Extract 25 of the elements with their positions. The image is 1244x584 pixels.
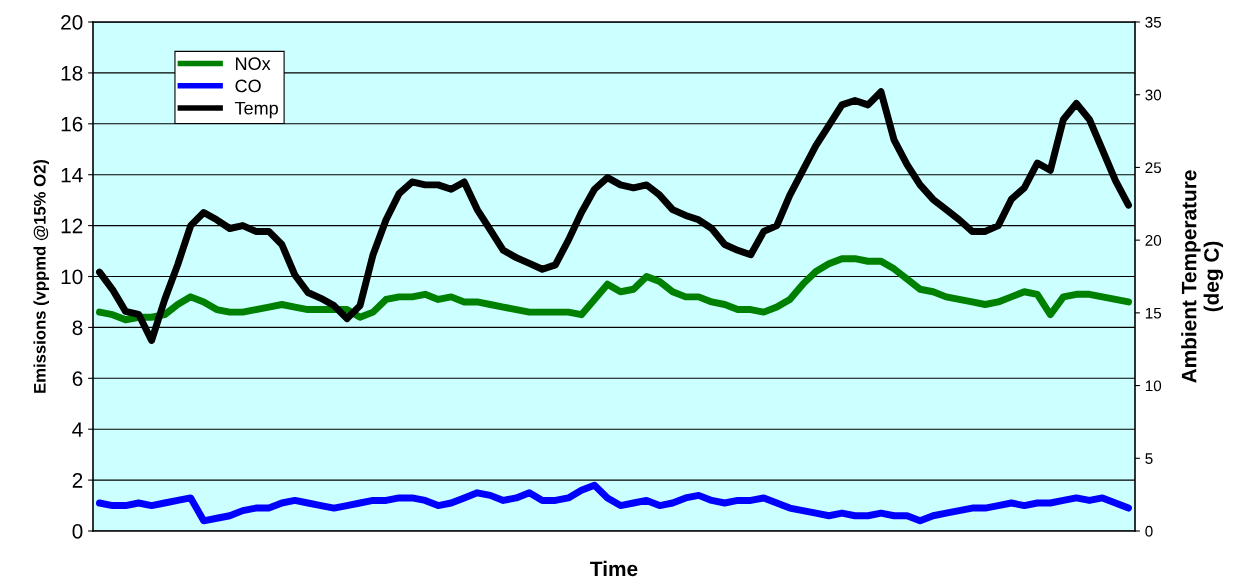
y-tick-label: 20 — [61, 15, 83, 30]
y-tick-label: 8 — [72, 320, 83, 336]
y-tick-label: 16 — [61, 116, 83, 132]
y2-tick-label: 25 — [1145, 162, 1162, 174]
y-tick-label: 4 — [72, 422, 83, 437]
y2-tick-label: 30 — [1145, 89, 1162, 101]
y2-axis-title: Ambient Temperature (deg C) — [1181, 170, 1224, 383]
y-tick-label: 10 — [61, 269, 83, 285]
legend-label: NOx — [236, 57, 271, 71]
y-tick-label: 18 — [61, 65, 83, 81]
y-axis-title: Emissions (vppmd @15% O2) — [33, 159, 49, 393]
y-tick-label: 0 — [72, 524, 83, 539]
y2-tick-label: 15 — [1145, 307, 1162, 319]
y2-tick-label: 0 — [1145, 525, 1153, 537]
x-axis-title: Time — [590, 560, 638, 577]
y2-tick-label: 20 — [1145, 235, 1162, 246]
y2-tick-label: 5 — [1145, 453, 1153, 464]
y-tick-label: 6 — [72, 371, 83, 387]
y-tick-label: 14 — [61, 167, 83, 183]
y-tick-label: 2 — [72, 473, 83, 488]
legend-label: CO — [235, 79, 261, 93]
legend-label: Temp — [234, 101, 278, 119]
y-tick-label: 12 — [61, 218, 83, 234]
y2-tick-label: 10 — [1145, 380, 1162, 392]
y2-tick-label: 35 — [1145, 16, 1162, 28]
